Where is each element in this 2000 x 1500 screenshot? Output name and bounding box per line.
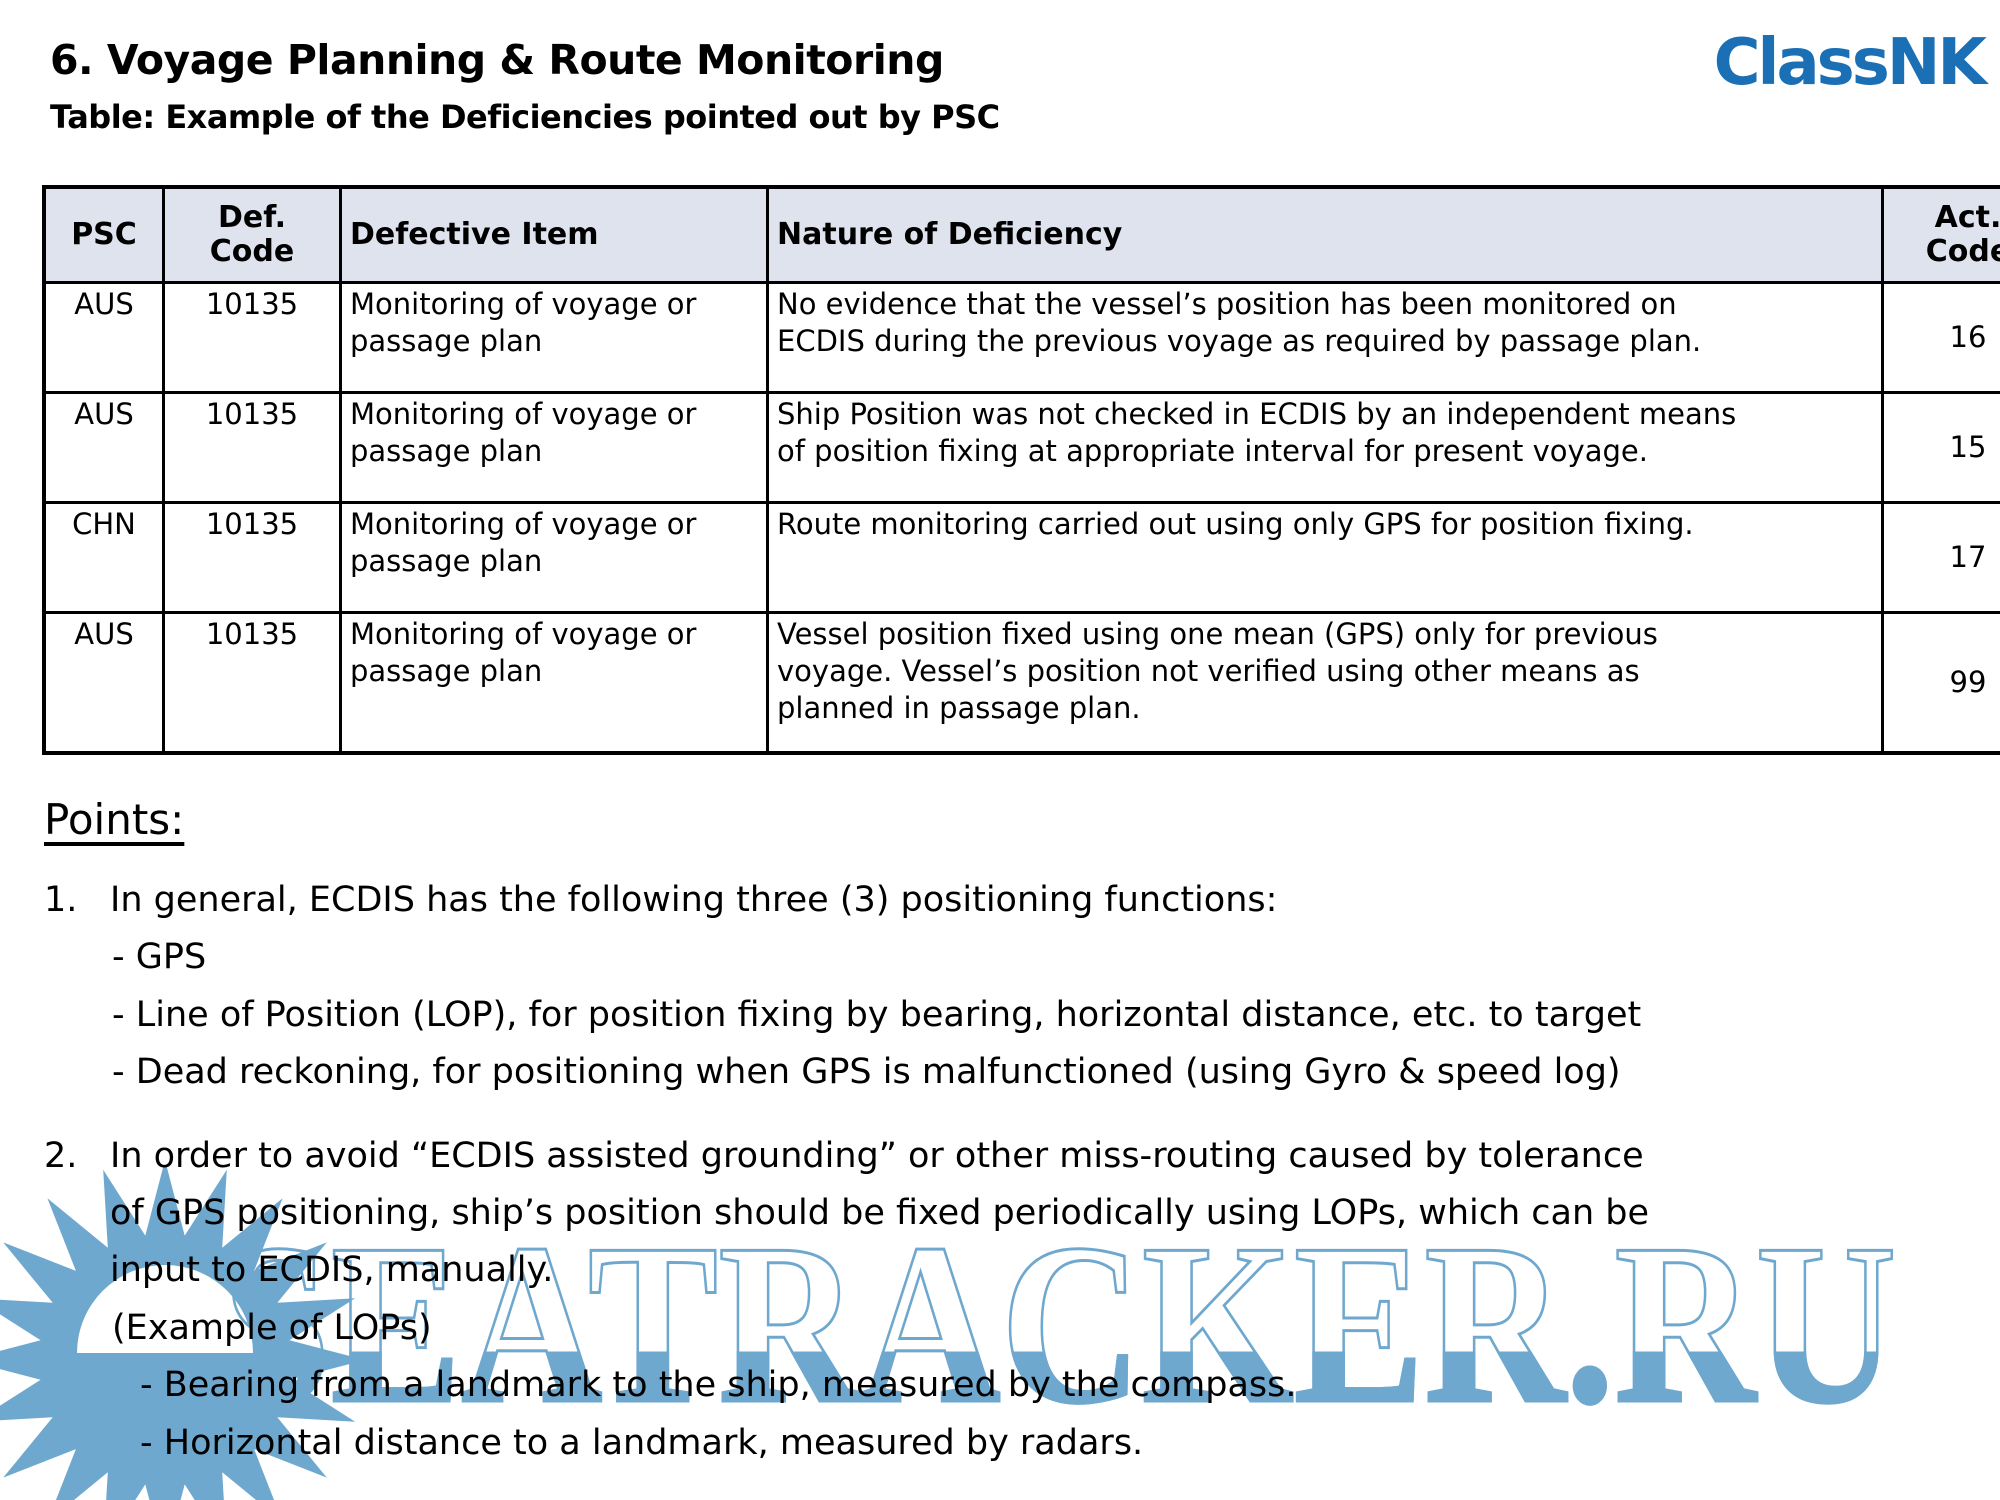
cell-def_code: 10135 (162, 281, 342, 394)
cell-nature: Vessel position fixed using one mean (GP… (766, 611, 1884, 754)
cell-act: 99 (1881, 611, 2000, 754)
cell-item: Monitoring of voyage or passage plan (339, 501, 769, 614)
cell-psc: AUS (42, 391, 165, 504)
point-item: 2. In order to avoid “ECDIS assisted grou… (44, 1128, 1958, 1472)
table-caption: Table: Example of the Deficiencies point… (50, 98, 1000, 136)
cell-item: Monitoring of voyage or passage plan (339, 611, 769, 754)
cell-nature: Route monitoring carried out using only … (766, 501, 1884, 614)
table-row: AUS 10135 Monitoring of voyage or passage … (42, 611, 2000, 754)
cell-def_code: 10135 (162, 501, 342, 614)
cell-item: Monitoring of voyage or passage plan (339, 391, 769, 504)
cell-psc: AUS (42, 611, 165, 754)
cell-def_code: 10135 (162, 391, 342, 504)
point-subline: (Example of LOPs) (112, 1307, 432, 1348)
points-list: 1. In general, ECDIS has the following th… (44, 872, 1958, 1472)
point-subline: - Bearing from a landmark to the ship, m… (140, 1365, 1297, 1406)
column-header-nature: Nature of Deficiency (766, 185, 1884, 284)
point-subline: - Dead reckoning, for positioning when G… (112, 1052, 1621, 1093)
table-row: AUS 10135 Monitoring of voyage or passage … (42, 281, 2000, 394)
deficiency-table: PSC Def. Code Defective Item Nature of Defi… (42, 185, 2000, 755)
points-section: Points: 1. In general, ECDIS has the foll… (44, 795, 1958, 1498)
point-body: In order to avoid “ECDIS assisted ground… (110, 1128, 1958, 1472)
cell-psc: AUS (42, 281, 165, 394)
column-header-act: Act. Code (1881, 185, 2000, 284)
cell-act: 15 (1881, 391, 2000, 504)
points-heading: Points: (44, 795, 185, 844)
point-subline: - GPS (112, 937, 207, 978)
point-number: 2. (44, 1135, 78, 1176)
cell-act: 17 (1881, 501, 2000, 614)
table-header-row: PSC Def. Code Defective Item Nature of Defi… (42, 185, 2000, 284)
cell-psc: CHN (42, 501, 165, 614)
classnk-logo: ClassNK (1713, 26, 1987, 100)
point-body: In general, ECDIS has the following thre… (110, 872, 1958, 1102)
table-row: AUS 10135 Monitoring of voyage or passage … (42, 391, 2000, 504)
page-title: 6. Voyage Planning & Route Monitoring (50, 36, 944, 84)
point-text: In general, ECDIS has the following thre… (110, 880, 1278, 920)
point-item: 1. In general, ECDIS has the following th… (44, 872, 1958, 1102)
cell-item: Monitoring of voyage or passage plan (339, 281, 769, 394)
point-subline: - Horizontal distance to a landmark, mea… (140, 1422, 1144, 1463)
column-header-psc: PSC (42, 185, 165, 284)
point-subline: - Line of Position (LOP), for position f… (112, 994, 1642, 1035)
table-row: CHN 10135 Monitoring of voyage or passage … (42, 501, 2000, 614)
point-number: 1. (44, 880, 78, 920)
point-text: In order to avoid “ECDIS assisted ground… (110, 1135, 1650, 1291)
column-header-def_code: Def. Code (162, 185, 342, 284)
cell-act: 16 (1881, 281, 2000, 394)
column-header-item: Defective Item (339, 185, 769, 284)
cell-def_code: 10135 (162, 611, 342, 754)
cell-nature: Ship Position was not checked in ECDIS b… (766, 391, 1884, 504)
cell-nature: No evidence that the vessel’s position h… (766, 281, 1884, 394)
